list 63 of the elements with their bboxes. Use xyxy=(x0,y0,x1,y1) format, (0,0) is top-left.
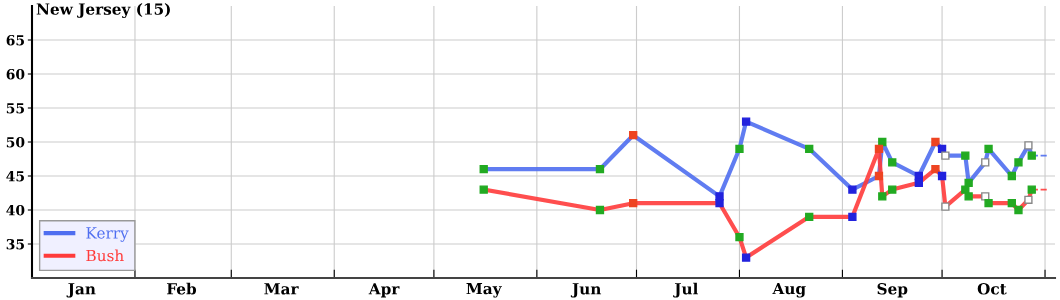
point xyxy=(931,137,940,147)
point xyxy=(914,178,923,187)
chart-title: New Jersey (15) xyxy=(36,3,170,18)
x-tick-label: Jul xyxy=(673,282,699,298)
point xyxy=(629,199,638,208)
x-tick-label: Feb xyxy=(166,282,197,295)
y-tick-label: 40 xyxy=(6,204,25,216)
point xyxy=(1014,205,1023,215)
point xyxy=(629,131,638,140)
point xyxy=(595,205,605,215)
point xyxy=(937,171,947,181)
point xyxy=(848,185,857,194)
point xyxy=(735,144,744,153)
point xyxy=(1027,185,1036,194)
point xyxy=(874,144,884,153)
point xyxy=(878,192,887,201)
point xyxy=(735,233,744,242)
point xyxy=(1024,195,1033,204)
x-tick-label: Apr xyxy=(368,283,400,298)
legend-label: Bush xyxy=(86,249,124,262)
point xyxy=(848,212,857,221)
y-tick-label: 55 xyxy=(6,103,25,114)
x-tick-label: Sep xyxy=(877,282,908,298)
point xyxy=(715,192,724,201)
point xyxy=(941,151,950,160)
point xyxy=(1024,141,1033,150)
point xyxy=(1007,171,1016,181)
x-tick-label: Oct xyxy=(977,282,1007,295)
point xyxy=(964,192,973,201)
point xyxy=(984,144,993,153)
point xyxy=(715,199,724,208)
point xyxy=(961,151,970,160)
point xyxy=(981,192,990,201)
point xyxy=(479,185,488,194)
point xyxy=(981,158,990,167)
x-tick-label: May xyxy=(466,282,502,298)
point xyxy=(941,202,950,211)
x-tick-label: Mar xyxy=(264,283,299,295)
x-tick-label: Jan xyxy=(66,283,96,298)
y-tick-label: 60 xyxy=(6,68,25,80)
point xyxy=(888,158,897,167)
y-tick-label: 35 xyxy=(6,238,25,250)
point xyxy=(964,178,973,187)
point xyxy=(741,253,751,262)
point xyxy=(1014,158,1023,167)
point xyxy=(1027,151,1036,160)
y-tick-label: 50 xyxy=(6,136,25,148)
point xyxy=(741,117,751,126)
y-tick-label: 45 xyxy=(6,170,25,182)
point xyxy=(984,199,993,208)
point xyxy=(931,165,940,174)
y-tick-label: 65 xyxy=(6,34,25,46)
point xyxy=(961,185,970,194)
point xyxy=(805,144,814,153)
legend-label: Kerry xyxy=(86,227,129,242)
x-tick-label: Aug xyxy=(772,282,806,298)
x-tick-label: Jun xyxy=(570,283,602,298)
point xyxy=(595,165,605,174)
point xyxy=(888,185,897,194)
point xyxy=(479,165,488,174)
point xyxy=(874,171,884,181)
point xyxy=(1007,199,1016,208)
point xyxy=(805,212,814,221)
